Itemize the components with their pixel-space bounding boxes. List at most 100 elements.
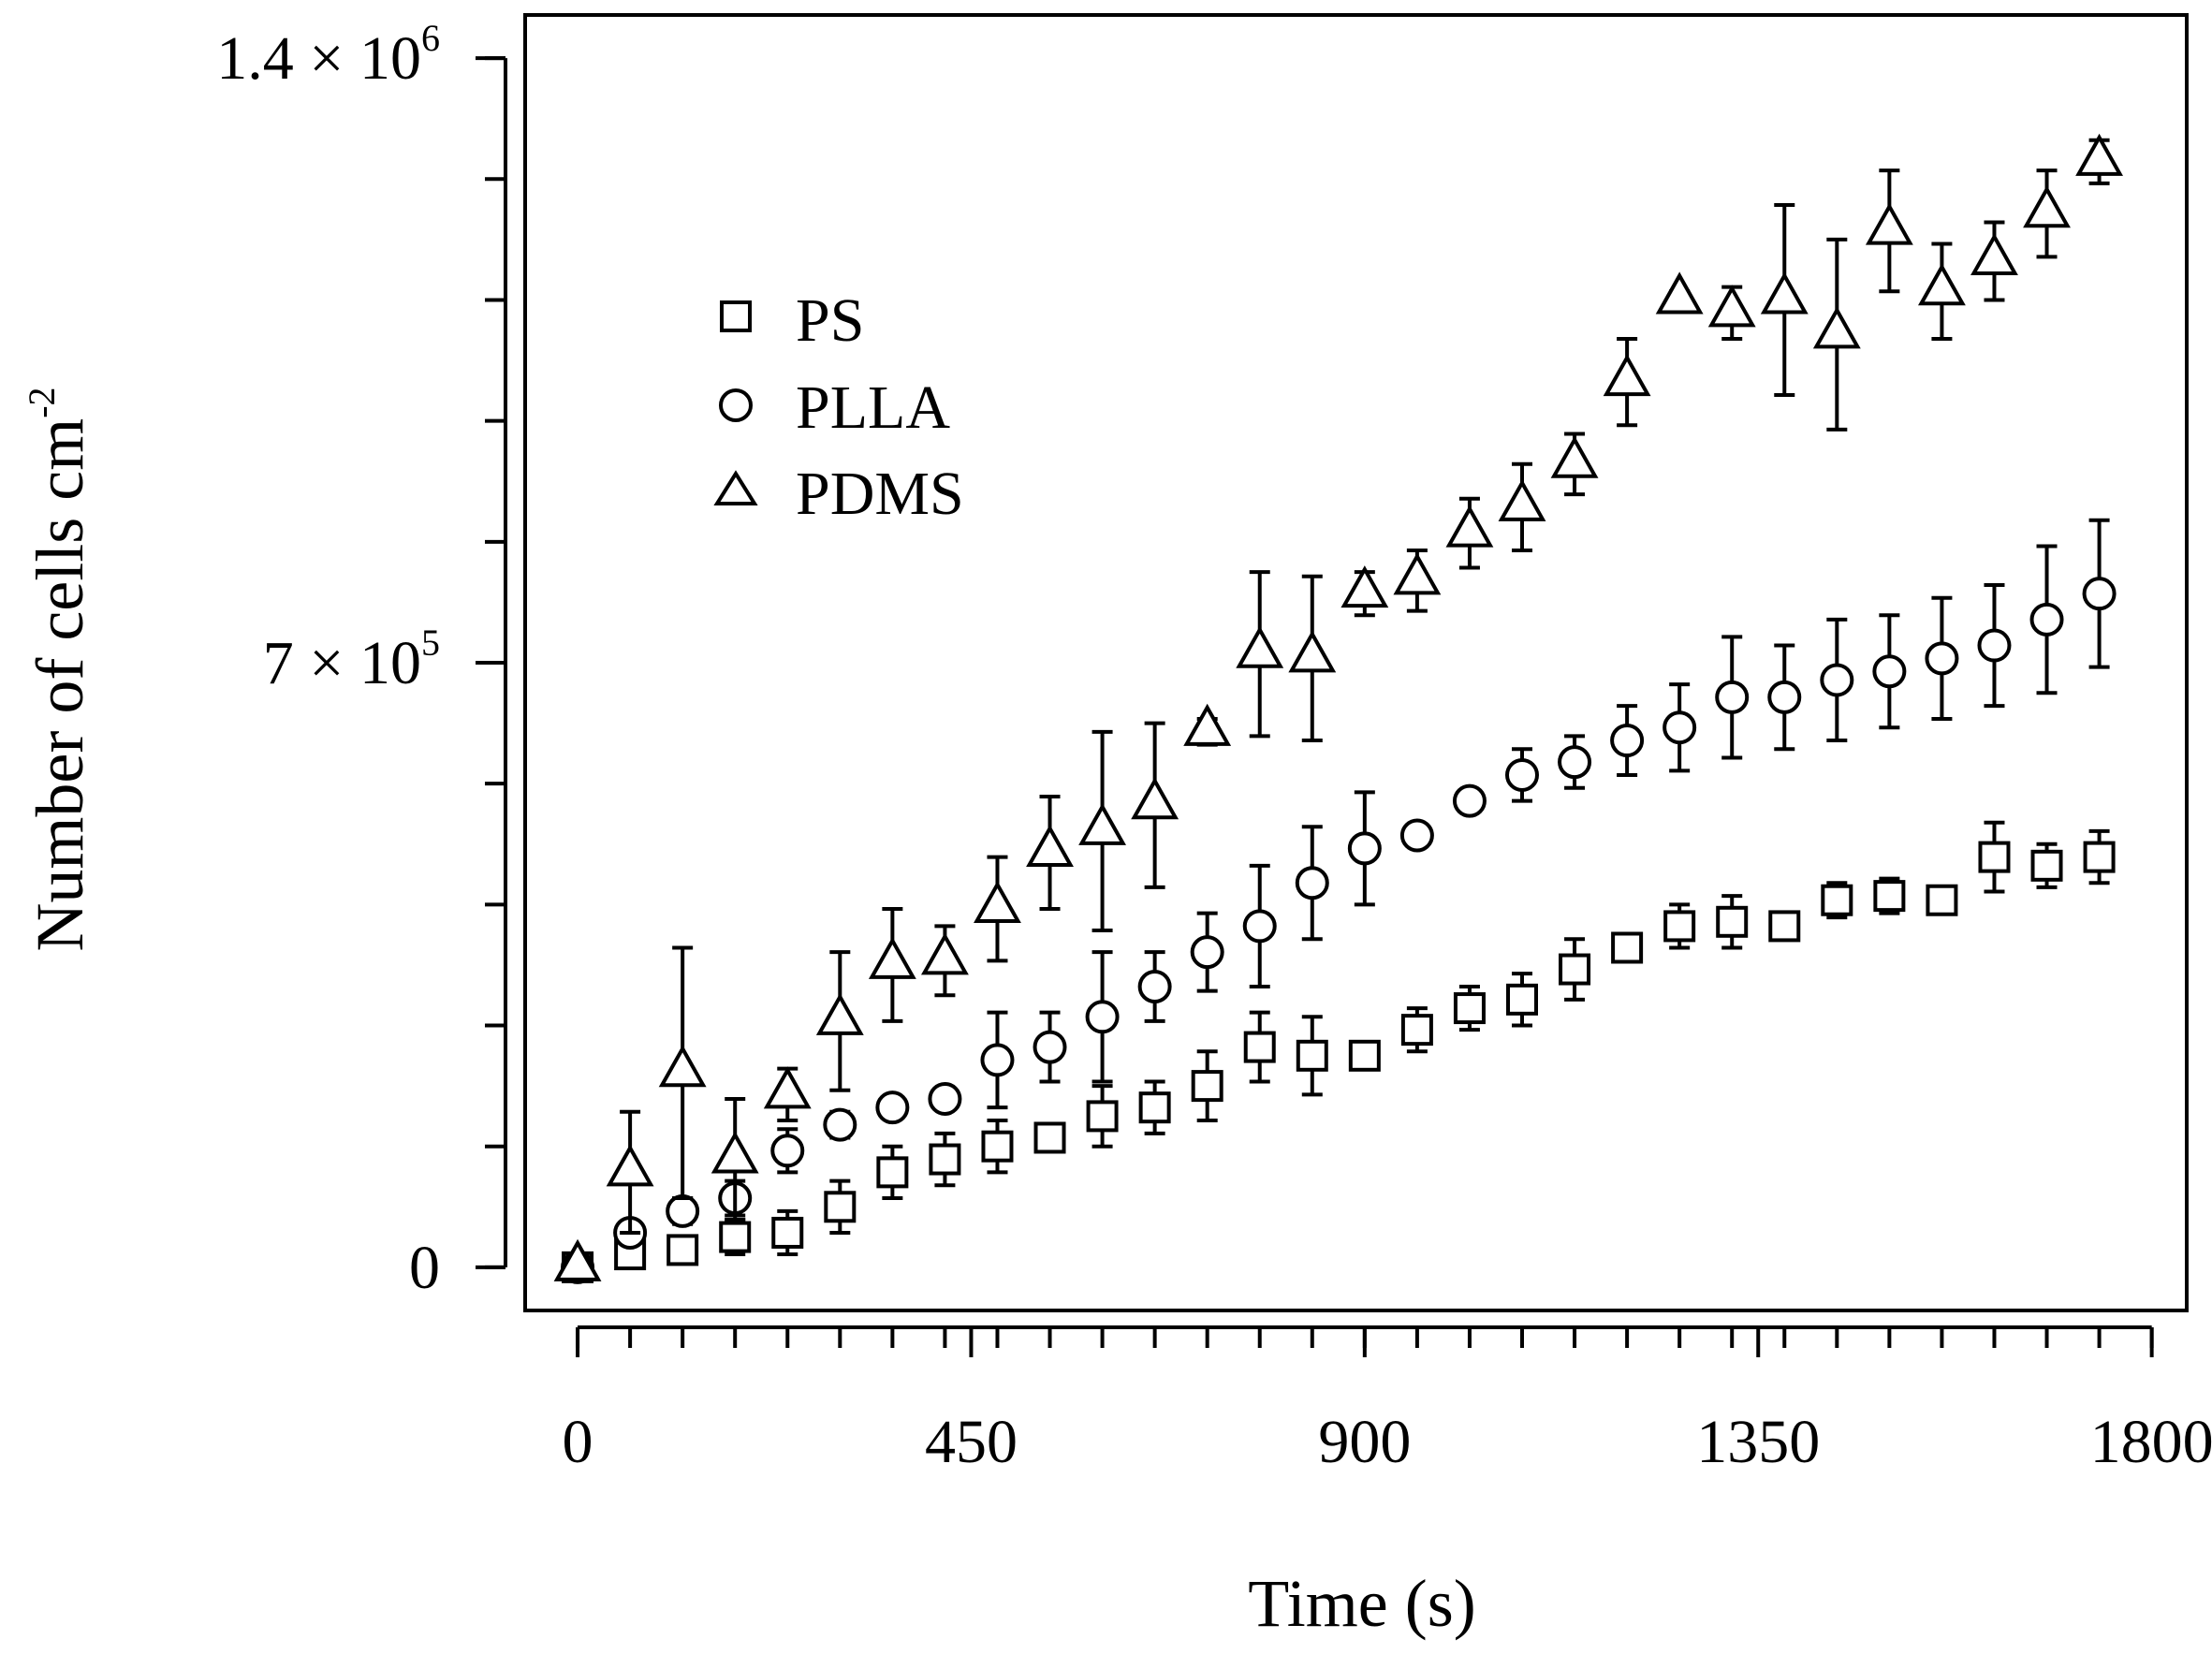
- data-point-ps: [1400, 1014, 1433, 1047]
- data-point-plla: [1295, 866, 1329, 900]
- legend-item-pdms: PDMS: [713, 460, 964, 528]
- y-axis: 0 7 × 105 1.4 × 106: [216, 17, 507, 1302]
- data-point-pdms: [658, 1045, 707, 1088]
- legend-label-pdms: PDMS: [796, 460, 964, 528]
- data-point-ps: [1138, 1091, 1171, 1124]
- data-point-pdms: [1445, 505, 1494, 548]
- data-point-plla: [1610, 724, 1645, 758]
- data-point-pdms: [1288, 630, 1337, 673]
- data-point-plla: [928, 1081, 962, 1116]
- data-point-plla: [1505, 757, 1539, 792]
- y-tick-label: 1.4 × 106: [216, 17, 440, 93]
- y-tick-label-main: 7 × 10: [263, 629, 421, 697]
- data-point-pdms: [553, 1238, 602, 1281]
- y-tick-label-main: 1.4 × 10: [216, 24, 421, 93]
- x-tick-label: 1800: [2090, 1408, 2212, 1476]
- x-tick-label: 900: [1318, 1408, 1411, 1476]
- data-point-ps: [1821, 884, 1853, 916]
- data-point-plla: [2082, 577, 2117, 611]
- y-axis-title-superscript: -2: [21, 387, 63, 417]
- data-point-pdms: [1655, 271, 1704, 315]
- data-point-pdms: [1183, 703, 1232, 746]
- legend-item-ps: PS: [720, 286, 864, 355]
- data-point-pdms: [1236, 625, 1284, 668]
- data-point-ps: [1716, 905, 1749, 938]
- y-tick-label: 7 × 105: [263, 622, 440, 697]
- data-point-plla: [770, 1134, 805, 1168]
- data-point-plla: [1085, 1000, 1120, 1034]
- data-point-ps: [1453, 992, 1486, 1025]
- data-point-plla: [1820, 663, 1854, 697]
- legend-label-plla: PLLA: [796, 373, 950, 442]
- series-layer: [553, 133, 2124, 1284]
- data-point-ps: [1611, 931, 1644, 964]
- y-tick-label-superscript: 5: [421, 622, 440, 664]
- data-point-ps: [771, 1216, 804, 1249]
- data-point-ps: [2030, 849, 2063, 882]
- data-point-ps: [929, 1143, 961, 1176]
- data-point-pdms: [763, 1066, 812, 1109]
- data-point-ps: [876, 1156, 909, 1189]
- data-point-plla: [1033, 1030, 1067, 1064]
- data-point-ps: [1191, 1070, 1223, 1103]
- data-point-ps: [981, 1130, 1014, 1163]
- data-point-ps: [1978, 841, 2011, 873]
- data-point-ps: [1506, 983, 1538, 1016]
- legend-item-plla: PLLA: [719, 373, 950, 442]
- data-point-pdms: [1498, 478, 1546, 521]
- data-point-ps: [1768, 910, 1801, 943]
- data-point-pdms: [868, 936, 916, 979]
- data-point-plla: [1190, 935, 1224, 970]
- legend-marker-ps: [720, 300, 752, 332]
- y-tick-label: 0: [409, 1234, 440, 1302]
- x-tick-label: 450: [925, 1408, 1018, 1476]
- data-point-ps: [2083, 841, 2116, 873]
- y-tick-label-main: 0: [409, 1234, 440, 1302]
- data-point-ps: [719, 1221, 752, 1253]
- data-point-plla: [1242, 909, 1277, 944]
- data-point-pdms: [1603, 354, 1651, 397]
- series-ps: [562, 820, 2116, 1283]
- series-pdms: [553, 133, 2124, 1281]
- data-point-pdms: [1917, 263, 1966, 306]
- y-axis-title: Number of cells cm-2: [21, 387, 97, 951]
- data-point-ps: [1663, 910, 1696, 943]
- y-axis-title-main: Number of cells cm: [22, 418, 97, 952]
- data-point-plla: [1452, 783, 1487, 818]
- data-point-plla: [1347, 831, 1382, 866]
- data-point-pdms: [1812, 306, 1861, 349]
- legend-label-ps: PS: [796, 286, 864, 355]
- data-point-ps: [1033, 1121, 1066, 1154]
- data-point-pdms: [606, 1144, 654, 1187]
- data-point-plla: [1925, 641, 1959, 676]
- data-point-plla: [666, 1193, 700, 1228]
- data-point-ps: [824, 1191, 857, 1223]
- data-point-pdms: [1393, 552, 1442, 595]
- data-point-pdms: [1707, 285, 1756, 328]
- data-point-ps: [1348, 1039, 1381, 1072]
- y-tick-label-superscript: 6: [421, 17, 440, 59]
- data-point-ps: [1559, 953, 1591, 986]
- data-point-plla: [1663, 710, 1697, 745]
- data-point-plla: [1399, 818, 1434, 853]
- data-point-pdms: [974, 880, 1021, 923]
- data-point-plla: [1767, 680, 1802, 714]
- data-point-pdms: [710, 1131, 759, 1174]
- data-point-plla: [823, 1107, 857, 1142]
- x-tick-label: 0: [563, 1408, 593, 1476]
- data-point-ps: [667, 1234, 699, 1266]
- data-point-pdms: [1970, 232, 2018, 275]
- data-point-pdms: [1131, 777, 1179, 820]
- data-point-plla: [1715, 680, 1750, 714]
- x-axis-title: Time (s): [1248, 1566, 1475, 1641]
- legend-marker-plla: [719, 388, 753, 422]
- data-point-plla: [980, 1043, 1015, 1077]
- data-point-plla: [2029, 602, 2064, 637]
- data-point-ps: [1243, 1031, 1276, 1063]
- data-point-pdms: [2075, 133, 2124, 176]
- data-point-plla: [875, 1090, 910, 1125]
- data-point-ps: [1296, 1039, 1328, 1072]
- legend: PS PLLA PDMS: [713, 286, 964, 528]
- data-point-ps: [1873, 880, 1906, 913]
